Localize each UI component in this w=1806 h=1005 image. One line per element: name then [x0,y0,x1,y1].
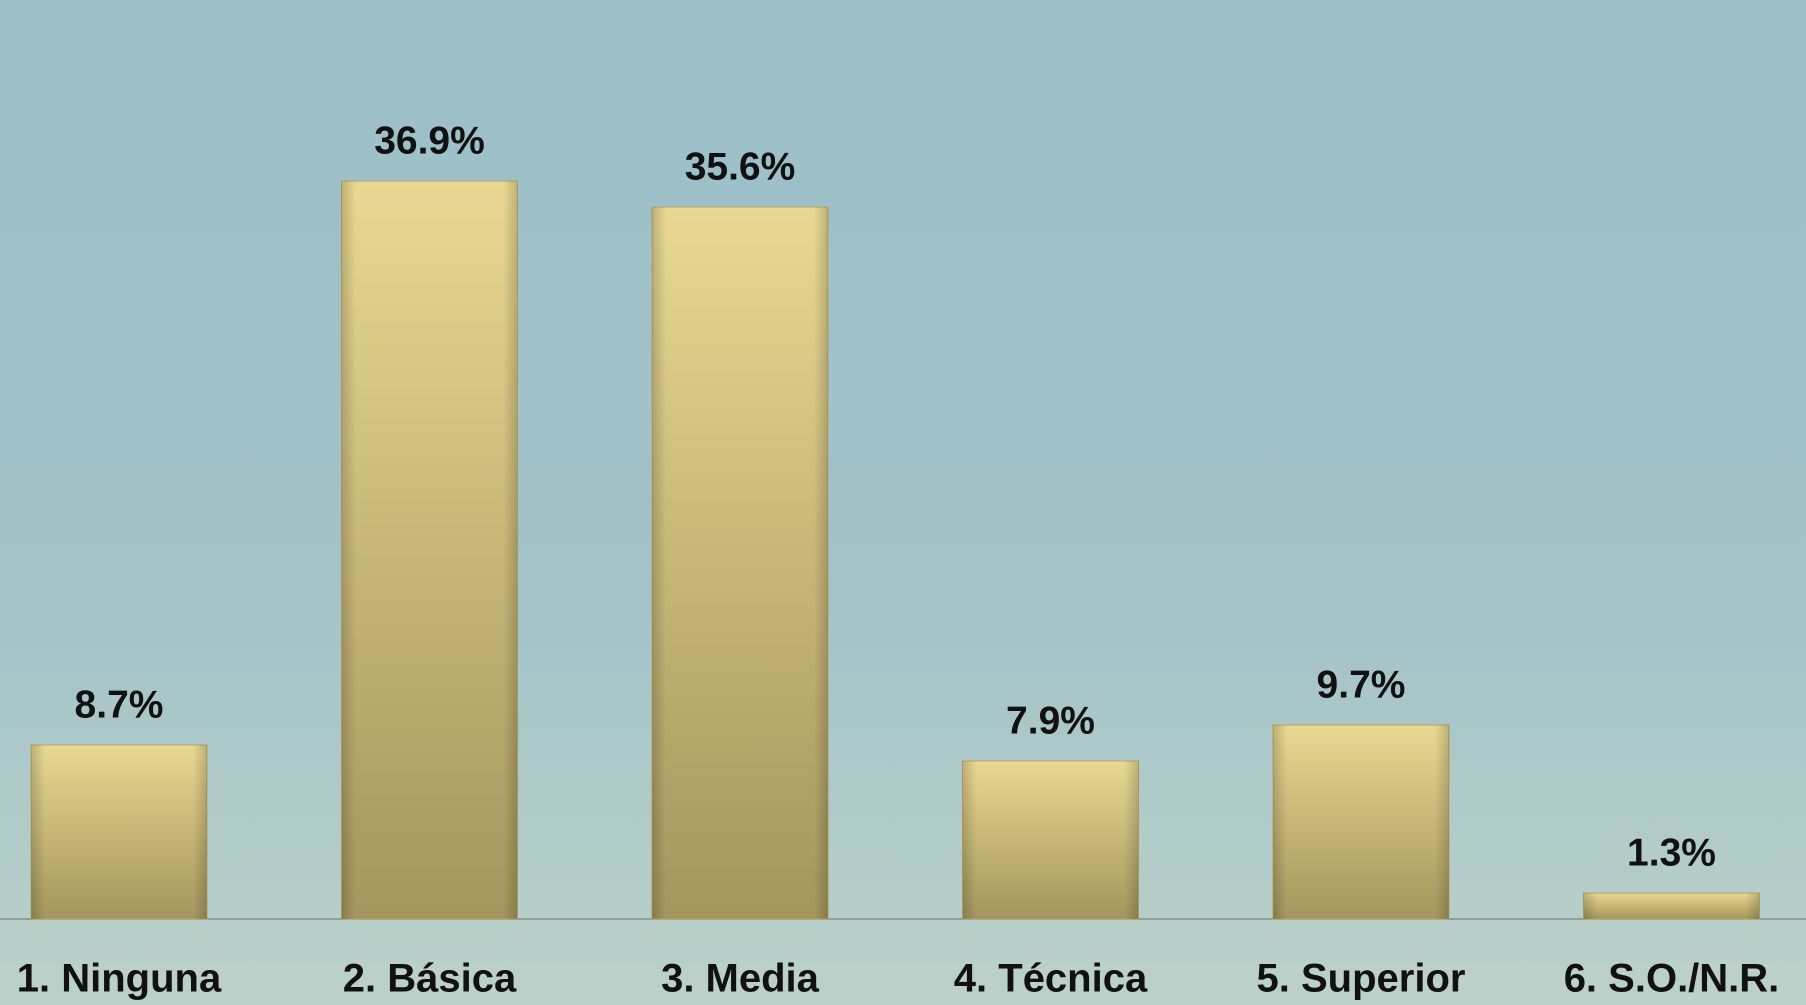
category-label: 3. Media [661,957,820,1001]
bar-shade [652,207,828,919]
value-label: 35.6% [685,145,796,188]
value-label: 36.9% [374,119,485,162]
category-label: 5. Superior [1257,957,1466,1001]
bar-shade [1273,725,1449,919]
category-label: 4. Técnica [954,957,1148,1001]
category-label: 6. S.O./N.R. [1564,957,1780,1001]
category-label: 1. Ninguna [17,957,222,1001]
value-label: 7.9% [1006,699,1095,742]
value-label: 1.3% [1627,831,1716,874]
value-label: 8.7% [75,683,164,726]
bar-shade [31,745,207,919]
bar-shade [1583,893,1760,919]
bar-shade [341,181,518,919]
bar-shade [962,761,1139,919]
value-label: 9.7% [1317,663,1406,706]
category-label: 2. Básica [343,957,517,1001]
